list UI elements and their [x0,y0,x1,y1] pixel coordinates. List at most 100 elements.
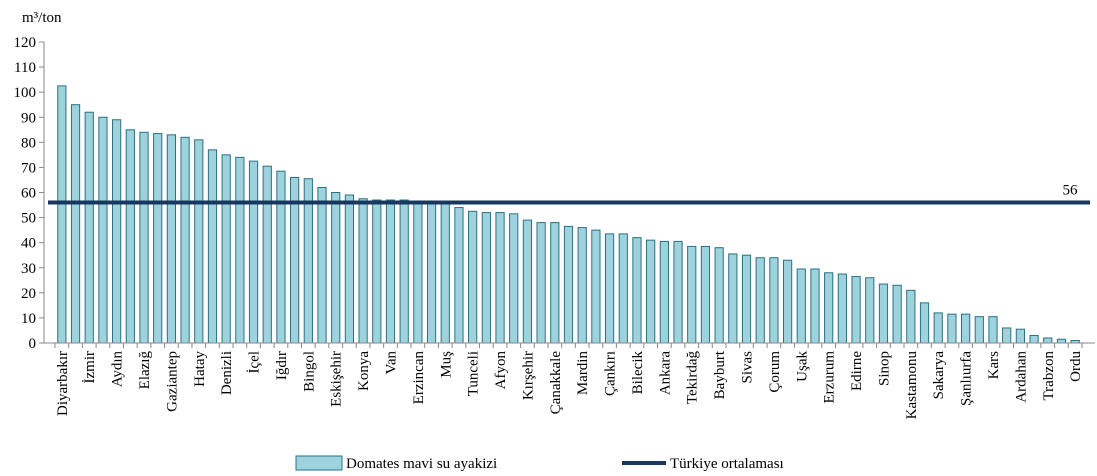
x-tick-label: Kastamonu [904,351,920,420]
bar [358,198,368,344]
y-tick-label: 10 [21,311,36,327]
bar [1056,338,1067,344]
bar [112,119,122,344]
bar [837,273,847,344]
bar [248,160,259,344]
bar [714,247,724,344]
bar [413,200,423,344]
bar [454,207,464,344]
x-tick-label: İçel [247,351,263,373]
bar [84,111,94,344]
x-tick-label: Eskişehir [329,351,345,407]
y-tick-label: 80 [21,135,36,151]
bar [139,131,149,344]
bar [166,134,177,344]
bar [495,212,505,344]
bar [468,210,478,344]
bar [728,253,738,344]
bar [1015,328,1025,344]
bar [276,170,286,344]
x-tick-label: Tekirdağ [685,351,701,405]
y-tick-label: 120 [14,35,37,51]
bar [878,283,889,344]
bar [646,239,656,344]
bar [892,284,902,344]
y-tick-label: 30 [21,261,36,277]
bar [331,192,341,344]
x-tick-label: Denizli [219,351,235,395]
bar [906,289,916,344]
bar [1002,327,1012,344]
x-tick-label: Iğdır [274,351,290,380]
bar [865,277,875,344]
x-tick-label: Kırşehir [520,351,536,400]
x-tick-label: Trabzon [1041,351,1057,401]
bar [550,222,560,344]
bar [782,259,793,344]
bar [810,268,820,344]
bar [221,154,231,344]
x-tick-label: Elazığ [137,351,153,390]
legend-label: Domates mavi su ayakizi [346,456,497,472]
x-tick-label: Tunceli [466,351,482,396]
bar [344,194,355,344]
y-tick-label: 0 [29,336,37,352]
bar [824,272,834,344]
bar [235,156,245,344]
y-tick-label: 110 [14,60,36,76]
bar [700,245,711,344]
x-tick-label: Aydın [110,351,126,388]
bar [604,233,615,344]
x-tick-label: Sinop [876,351,892,386]
bar [988,316,998,344]
bar [70,104,81,344]
bar [933,312,943,344]
x-tick-label: Hatay [192,351,208,387]
bar [796,268,806,344]
x-tick-label: Erzurum [822,351,838,404]
y-tick-label: 50 [21,211,36,227]
y-tick-label: 20 [21,286,36,302]
y-tick-label: 60 [21,186,36,202]
x-tick-label: Mardin [575,351,591,396]
x-tick-label: Çankırı [603,351,619,396]
bar [673,240,683,344]
average-label: 56 [1063,183,1079,199]
bar [1029,334,1039,344]
bar [57,85,67,344]
x-tick-label: Sivas [740,351,756,384]
x-tick-label: Çorum [767,351,783,393]
x-tick-label: Van [383,351,399,375]
x-tick-label: Erzincan [411,351,427,405]
bar [769,257,779,344]
bar [755,257,765,344]
bar [509,213,519,344]
y-tick-label: 100 [14,85,37,101]
bar [536,222,546,344]
x-tick-label: Afyon [493,351,509,390]
x-tick-label: Diyarbakır [55,351,71,416]
x-tick-label: Muş [438,351,454,378]
x-tick-label: Uşak [794,351,810,382]
bar [481,212,491,344]
bar [372,199,382,344]
x-tick-label: Kars [986,351,1002,379]
bar [317,186,327,344]
bar [399,199,409,344]
bar [632,237,642,344]
bar [153,133,163,344]
y-tick-label: 40 [21,236,36,252]
bar [591,229,601,344]
y-tick-label: 90 [21,110,36,126]
bar [207,149,218,344]
x-tick-label: Şanlıurfa [959,351,975,406]
x-tick-label: Bilecik [630,351,646,395]
bar [194,139,204,344]
bar [522,219,533,344]
y-tick-label: 70 [21,160,36,176]
x-tick-label: Edirne [849,351,865,391]
x-tick-label: Bingol [301,351,317,392]
x-tick-label: Ordu [1068,351,1084,382]
x-tick-label: Konya [356,351,372,391]
